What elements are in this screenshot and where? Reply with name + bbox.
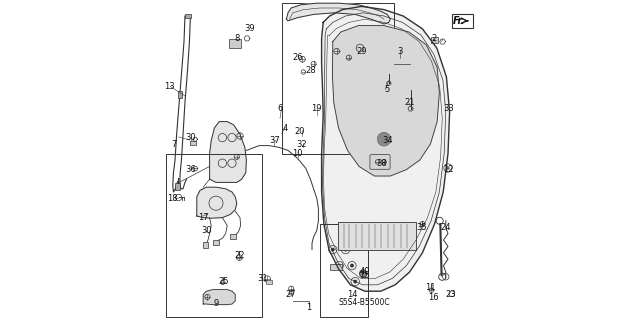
Polygon shape — [287, 3, 390, 24]
Polygon shape — [322, 6, 450, 291]
Text: 17: 17 — [198, 213, 209, 222]
Circle shape — [331, 248, 335, 252]
Circle shape — [377, 132, 391, 146]
Bar — [266, 280, 272, 284]
Text: 31: 31 — [257, 274, 268, 283]
Bar — [320, 224, 368, 317]
Text: 30: 30 — [201, 226, 212, 235]
Circle shape — [360, 270, 367, 277]
Bar — [282, 3, 394, 154]
Text: 8: 8 — [234, 34, 239, 43]
Text: 28: 28 — [305, 66, 316, 75]
Text: 38: 38 — [376, 159, 387, 168]
Text: 21: 21 — [404, 98, 415, 107]
Text: 30: 30 — [185, 133, 196, 142]
Text: 34: 34 — [382, 136, 392, 145]
Text: 20: 20 — [294, 127, 305, 136]
Circle shape — [446, 166, 450, 170]
FancyBboxPatch shape — [370, 155, 390, 169]
Text: 23: 23 — [446, 290, 456, 299]
Text: 3: 3 — [397, 47, 403, 56]
Text: 19: 19 — [312, 104, 322, 113]
Text: 33: 33 — [444, 104, 454, 113]
Text: 32: 32 — [296, 140, 307, 148]
Text: 22: 22 — [235, 252, 245, 260]
Text: 26: 26 — [292, 53, 303, 62]
Bar — [230, 234, 236, 239]
Circle shape — [344, 248, 348, 252]
Text: 18: 18 — [168, 194, 178, 203]
Text: Fr.: Fr. — [453, 16, 465, 26]
Text: 29: 29 — [356, 47, 367, 56]
Polygon shape — [204, 290, 236, 305]
Text: 11: 11 — [425, 284, 436, 292]
Text: 2: 2 — [431, 34, 436, 43]
Text: 16: 16 — [428, 293, 438, 302]
Polygon shape — [210, 122, 246, 182]
Text: 40: 40 — [360, 268, 370, 276]
Bar — [191, 141, 196, 145]
Circle shape — [359, 269, 367, 278]
Polygon shape — [197, 187, 237, 218]
Text: 10: 10 — [292, 149, 303, 158]
Text: 27: 27 — [285, 290, 296, 299]
Text: 7: 7 — [172, 140, 177, 148]
Text: 37: 37 — [269, 136, 280, 145]
Bar — [330, 264, 342, 270]
Text: 1: 1 — [306, 303, 312, 312]
Text: 24: 24 — [440, 223, 451, 232]
Circle shape — [353, 280, 357, 284]
Text: 14: 14 — [347, 290, 357, 299]
Bar — [214, 240, 219, 245]
Bar — [431, 37, 438, 43]
Text: 36: 36 — [185, 165, 196, 174]
Bar — [175, 183, 180, 190]
Text: 9: 9 — [213, 300, 219, 308]
Circle shape — [350, 264, 354, 268]
Text: 12: 12 — [443, 165, 453, 174]
Bar — [338, 222, 416, 250]
Bar — [204, 242, 209, 248]
Text: 4: 4 — [282, 124, 287, 132]
Circle shape — [337, 264, 341, 268]
Text: 6: 6 — [277, 104, 283, 113]
Text: 39: 39 — [244, 24, 255, 33]
Text: 5: 5 — [385, 85, 390, 94]
Bar — [185, 14, 191, 18]
Text: 35: 35 — [416, 223, 427, 232]
Bar — [229, 39, 241, 48]
Polygon shape — [333, 26, 440, 176]
Text: S5S4-B5500C: S5S4-B5500C — [339, 298, 390, 307]
Bar — [178, 91, 182, 98]
Circle shape — [377, 132, 391, 146]
Text: 25: 25 — [219, 277, 229, 286]
Bar — [166, 154, 262, 317]
Text: 13: 13 — [164, 82, 175, 91]
Text: 15: 15 — [360, 271, 370, 280]
